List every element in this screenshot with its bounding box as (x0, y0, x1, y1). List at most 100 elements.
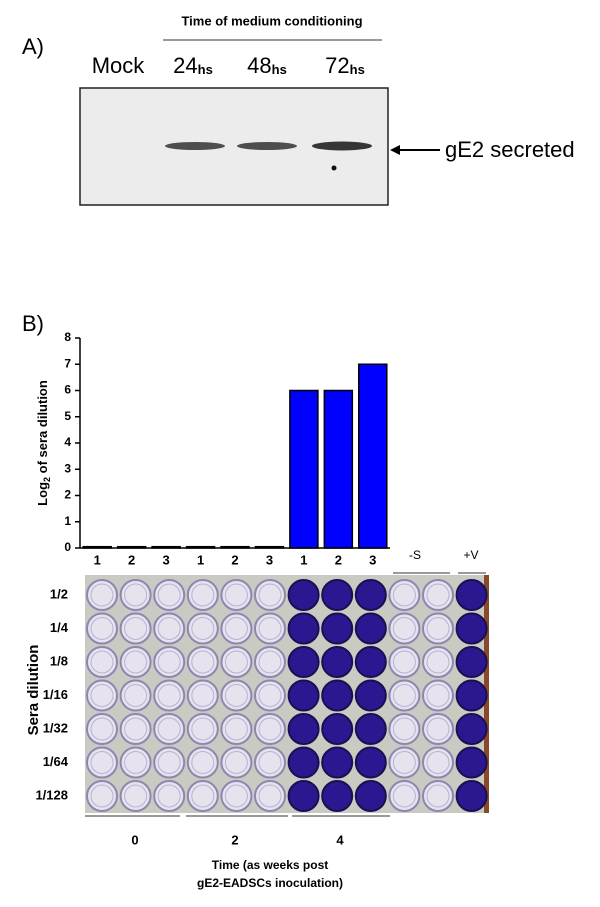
well-inner (191, 717, 215, 741)
blot-band (312, 141, 372, 151)
well (354, 780, 387, 812)
well (354, 746, 387, 779)
lane-label: 48hs (247, 53, 287, 78)
well (287, 646, 320, 678)
well (354, 646, 387, 678)
well-inner (124, 784, 148, 808)
well-inner (191, 650, 215, 674)
y-tick-label: 0 (64, 540, 71, 554)
well (287, 612, 320, 645)
well-inner (157, 717, 181, 741)
well-inner (258, 617, 282, 640)
well-inner (124, 684, 148, 707)
control-label: +V (463, 548, 478, 562)
well-inner (392, 583, 416, 607)
bar (151, 545, 181, 549)
bar (289, 389, 319, 549)
bar (116, 545, 147, 549)
well-inner (157, 583, 181, 607)
x-tick-label: 3 (266, 552, 273, 567)
well-inner (426, 784, 450, 808)
row-label: 1/64 (43, 754, 69, 769)
well-inner (392, 784, 416, 808)
wells (86, 579, 488, 812)
well (354, 579, 387, 611)
well-inner (191, 583, 215, 607)
well-inner (224, 583, 248, 607)
well (354, 713, 387, 745)
well-inner (90, 784, 114, 808)
y-label-text: Log (35, 482, 50, 506)
well-inner (124, 717, 148, 741)
well-inner (90, 650, 114, 674)
well-inner (224, 617, 248, 640)
well-inner (224, 650, 248, 674)
well-inner (426, 717, 450, 741)
lane-label: Mock (92, 53, 146, 78)
y-tick-label: 4 (64, 435, 71, 449)
well (455, 713, 488, 745)
well-inner (224, 784, 248, 808)
well (455, 679, 488, 712)
well-inner (191, 617, 215, 640)
blot-band (165, 142, 225, 150)
x-tick-label: 2 (231, 552, 238, 567)
well-inner (426, 583, 450, 607)
well-inner (157, 650, 181, 674)
well-inner (124, 617, 148, 640)
well-inner (392, 751, 416, 774)
well-inner (90, 717, 114, 741)
blot-spot (331, 165, 337, 171)
well (287, 780, 320, 812)
well (287, 579, 320, 611)
x-tick-label: 1 (94, 552, 101, 567)
well (321, 713, 354, 745)
well (354, 612, 387, 645)
y-tick-label: 5 (64, 409, 71, 423)
well (321, 646, 354, 678)
x-axis-label: gE2-EADSCs inoculation) (197, 876, 343, 890)
well-inner (157, 751, 181, 774)
band-label: gE2 secreted (445, 137, 575, 162)
y-tick-label: 3 (64, 461, 71, 475)
x-tick-label: 2 (128, 552, 135, 567)
well-inner (392, 684, 416, 707)
y-tick-label: 2 (64, 488, 71, 502)
bar (220, 545, 250, 549)
row-label: 1/32 (43, 720, 68, 735)
y-tick-label: 8 (64, 330, 71, 344)
y-label-sub: 2 (42, 477, 52, 482)
well-inner (426, 650, 450, 674)
well (287, 713, 320, 745)
lane-label: 24hs (173, 53, 213, 78)
row-label: 1/4 (50, 620, 69, 635)
well-inner (392, 617, 416, 640)
well-inner (426, 684, 450, 707)
well (455, 646, 488, 678)
well-inner (157, 784, 181, 808)
well-inner (258, 650, 282, 674)
well-inner (90, 617, 114, 640)
well-inner (90, 583, 114, 607)
row-axis-label: Sera dilution (25, 645, 42, 736)
bar (254, 545, 285, 549)
well (321, 579, 354, 611)
well-inner (124, 650, 148, 674)
well-inner (90, 751, 114, 774)
x-axis-label: Time (as weeks post (212, 858, 329, 872)
well-inner (258, 784, 282, 808)
well-inner (191, 751, 215, 774)
panel-label: A) (22, 34, 44, 59)
well (321, 679, 354, 712)
y-tick-label: 6 (64, 383, 71, 397)
panel-label: B) (22, 311, 44, 336)
well-inner (191, 684, 215, 707)
well-inner (392, 650, 416, 674)
y-axis-label: Log2 of sera dilution (35, 380, 52, 506)
well-inner (90, 684, 114, 707)
well (455, 780, 488, 812)
bar (358, 363, 388, 549)
control-label: -S (409, 548, 421, 562)
well-inner (157, 684, 181, 707)
